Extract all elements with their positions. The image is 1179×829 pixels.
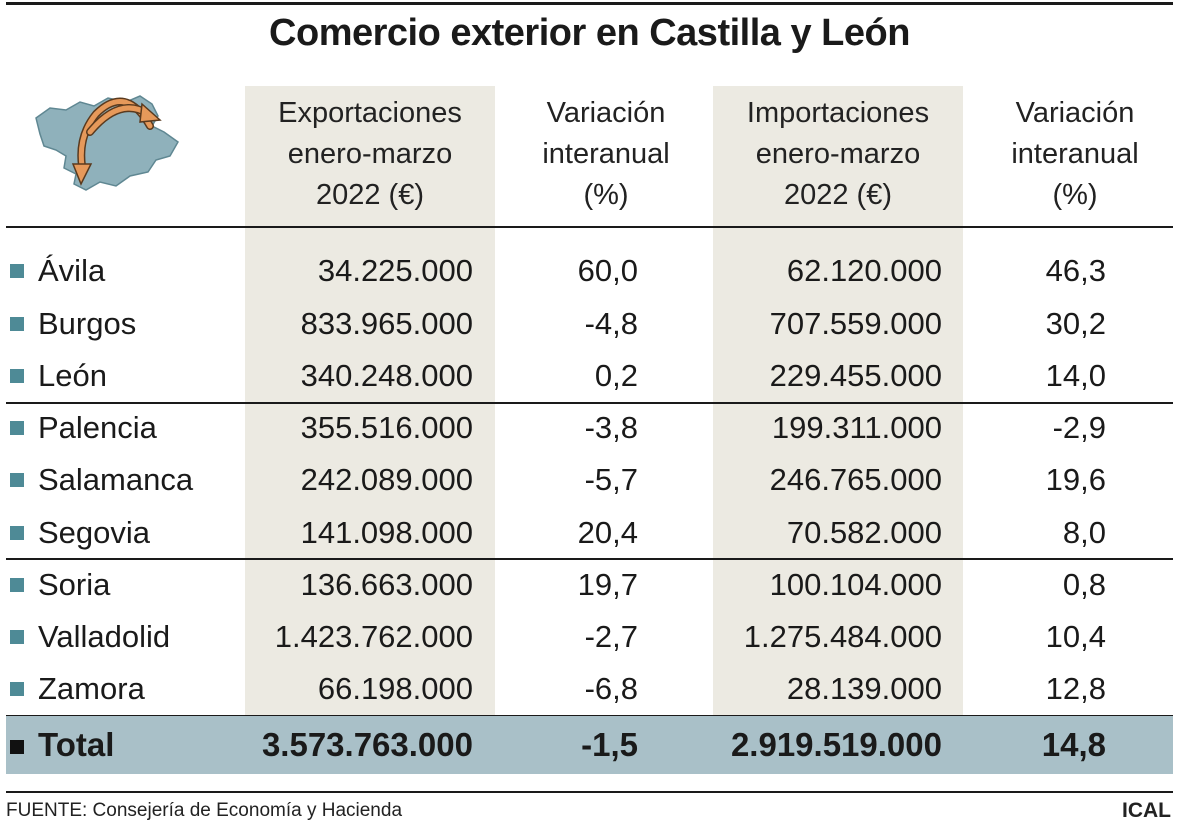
bottom-rule (6, 791, 1173, 793)
imports-value: 199.311.000 (771, 410, 942, 445)
table-row: Palencia 355.516.000 -3,8 199.311.000 -2… (0, 401, 1179, 453)
exports-variation-value: 0,2 (594, 358, 638, 393)
province-label: Soria (38, 567, 111, 602)
exports-variation-value: 19,7 (577, 567, 638, 602)
row-bullet (10, 630, 24, 644)
imports-variation-value: -2,9 (1052, 410, 1106, 445)
province-label: Salamanca (38, 462, 194, 497)
province-label: Zamora (38, 671, 145, 706)
group-rule-2 (6, 558, 1173, 560)
imports-variation-value: 30,2 (1045, 306, 1106, 341)
table-row: Segovia 141.098.000 20,4 70.582.000 8,0 (0, 506, 1179, 558)
exports-value: 136.663.000 (300, 567, 473, 602)
group-rule-1 (6, 402, 1173, 404)
total-exports-variation-value: -1,5 (581, 726, 638, 763)
exports-variation-value: -3,8 (584, 410, 638, 445)
total-imports-variation-value: 14,8 (1041, 726, 1106, 763)
header-exports-variation: Variación interanual (%) (542, 97, 670, 211)
table-row: Salamanca 242.089.000 -5,7 246.765.000 1… (0, 453, 1179, 505)
chart-title: Comercio exterior en Castilla y León (269, 12, 910, 54)
exports-variation-value: -5,7 (584, 462, 638, 497)
row-bullet (10, 421, 24, 435)
imports-variation-value: 19,6 (1045, 462, 1106, 497)
castilla-y-leon-map-icon (35, 95, 179, 191)
top-rule (6, 2, 1173, 5)
row-bullet (10, 682, 24, 696)
province-label: León (38, 358, 107, 393)
total-row: Total 3.573.763.000 -1,5 2.919.519.000 1… (0, 716, 1179, 774)
header-rule (6, 226, 1173, 228)
table-row: Soria 136.663.000 19,7 100.104.000 0,8 (0, 558, 1179, 610)
province-label: Segovia (38, 515, 151, 550)
imports-value: 229.455.000 (769, 358, 942, 393)
exports-variation-value: -2,7 (584, 619, 638, 654)
table-row: Ávila 34.225.000 60,0 62.120.000 46,3 (0, 244, 1179, 296)
imports-variation-value: 14,0 (1045, 358, 1106, 393)
imports-variation-value: 8,0 (1062, 515, 1106, 550)
exports-variation-value: 60,0 (577, 253, 638, 288)
total-label: Total (38, 726, 115, 763)
total-bullet (10, 740, 24, 754)
imports-value: 28.139.000 (786, 671, 942, 706)
table-row: Zamora 66.198.000 -6,8 28.139.000 12,8 (0, 662, 1179, 714)
exports-variation-value: -4,8 (584, 306, 638, 341)
imports-value: 246.765.000 (769, 462, 942, 497)
source-note: FUENTE: Consejería de Economía y Haciend… (6, 800, 403, 821)
exports-value: 1.423.762.000 (274, 619, 473, 654)
header-imports-variation: Variación interanual (%) (1011, 97, 1139, 211)
row-bullet (10, 526, 24, 540)
row-bullet (10, 473, 24, 487)
imports-value: 70.582.000 (786, 515, 942, 550)
exports-value: 141.098.000 (300, 515, 473, 550)
total-imports-value: 2.919.519.000 (730, 726, 942, 763)
total-band (6, 716, 1173, 774)
brand-logo: ICAL (1122, 799, 1171, 822)
province-label: Valladolid (38, 619, 171, 654)
exports-column-shade (245, 86, 495, 716)
exports-value: 340.248.000 (300, 358, 473, 393)
imports-value: 100.104.000 (769, 567, 942, 602)
row-bullet (10, 578, 24, 592)
table-row: Burgos 833.965.000 -4,8 707.559.000 30,2 (0, 297, 1179, 349)
imports-column-shade (713, 86, 963, 716)
imports-variation-value: 46,3 (1045, 253, 1106, 288)
imports-value: 707.559.000 (769, 306, 942, 341)
exports-value: 66.198.000 (317, 671, 473, 706)
exports-variation-value: -6,8 (584, 671, 638, 706)
row-bullet (10, 317, 24, 331)
total-exports-value: 3.573.763.000 (261, 726, 473, 763)
header-imports: Importaciones enero-marzo 2022 (€) (746, 97, 930, 211)
exports-value: 242.089.000 (300, 462, 473, 497)
imports-value: 1.275.484.000 (743, 619, 942, 654)
imports-variation-value: 12,8 (1045, 671, 1106, 706)
exports-value: 833.965.000 (300, 306, 473, 341)
province-label: Burgos (38, 306, 137, 341)
table-row: León 340.248.000 0,2 229.455.000 14,0 (0, 349, 1179, 401)
imports-variation-value: 10,4 (1045, 619, 1106, 654)
table-row: Valladolid 1.423.762.000 -2,7 1.275.484.… (0, 610, 1179, 662)
row-bullet (10, 369, 24, 383)
province-label: Ávila (38, 253, 106, 288)
province-label: Palencia (38, 410, 157, 445)
exports-value: 355.516.000 (300, 410, 473, 445)
imports-variation-value: 0,8 (1062, 567, 1106, 602)
exports-variation-value: 20,4 (577, 515, 638, 550)
header-exports: Exportaciones enero-marzo 2022 (€) (278, 97, 462, 211)
exports-value: 34.225.000 (317, 253, 473, 288)
imports-value: 62.120.000 (786, 253, 942, 288)
row-bullet (10, 264, 24, 278)
